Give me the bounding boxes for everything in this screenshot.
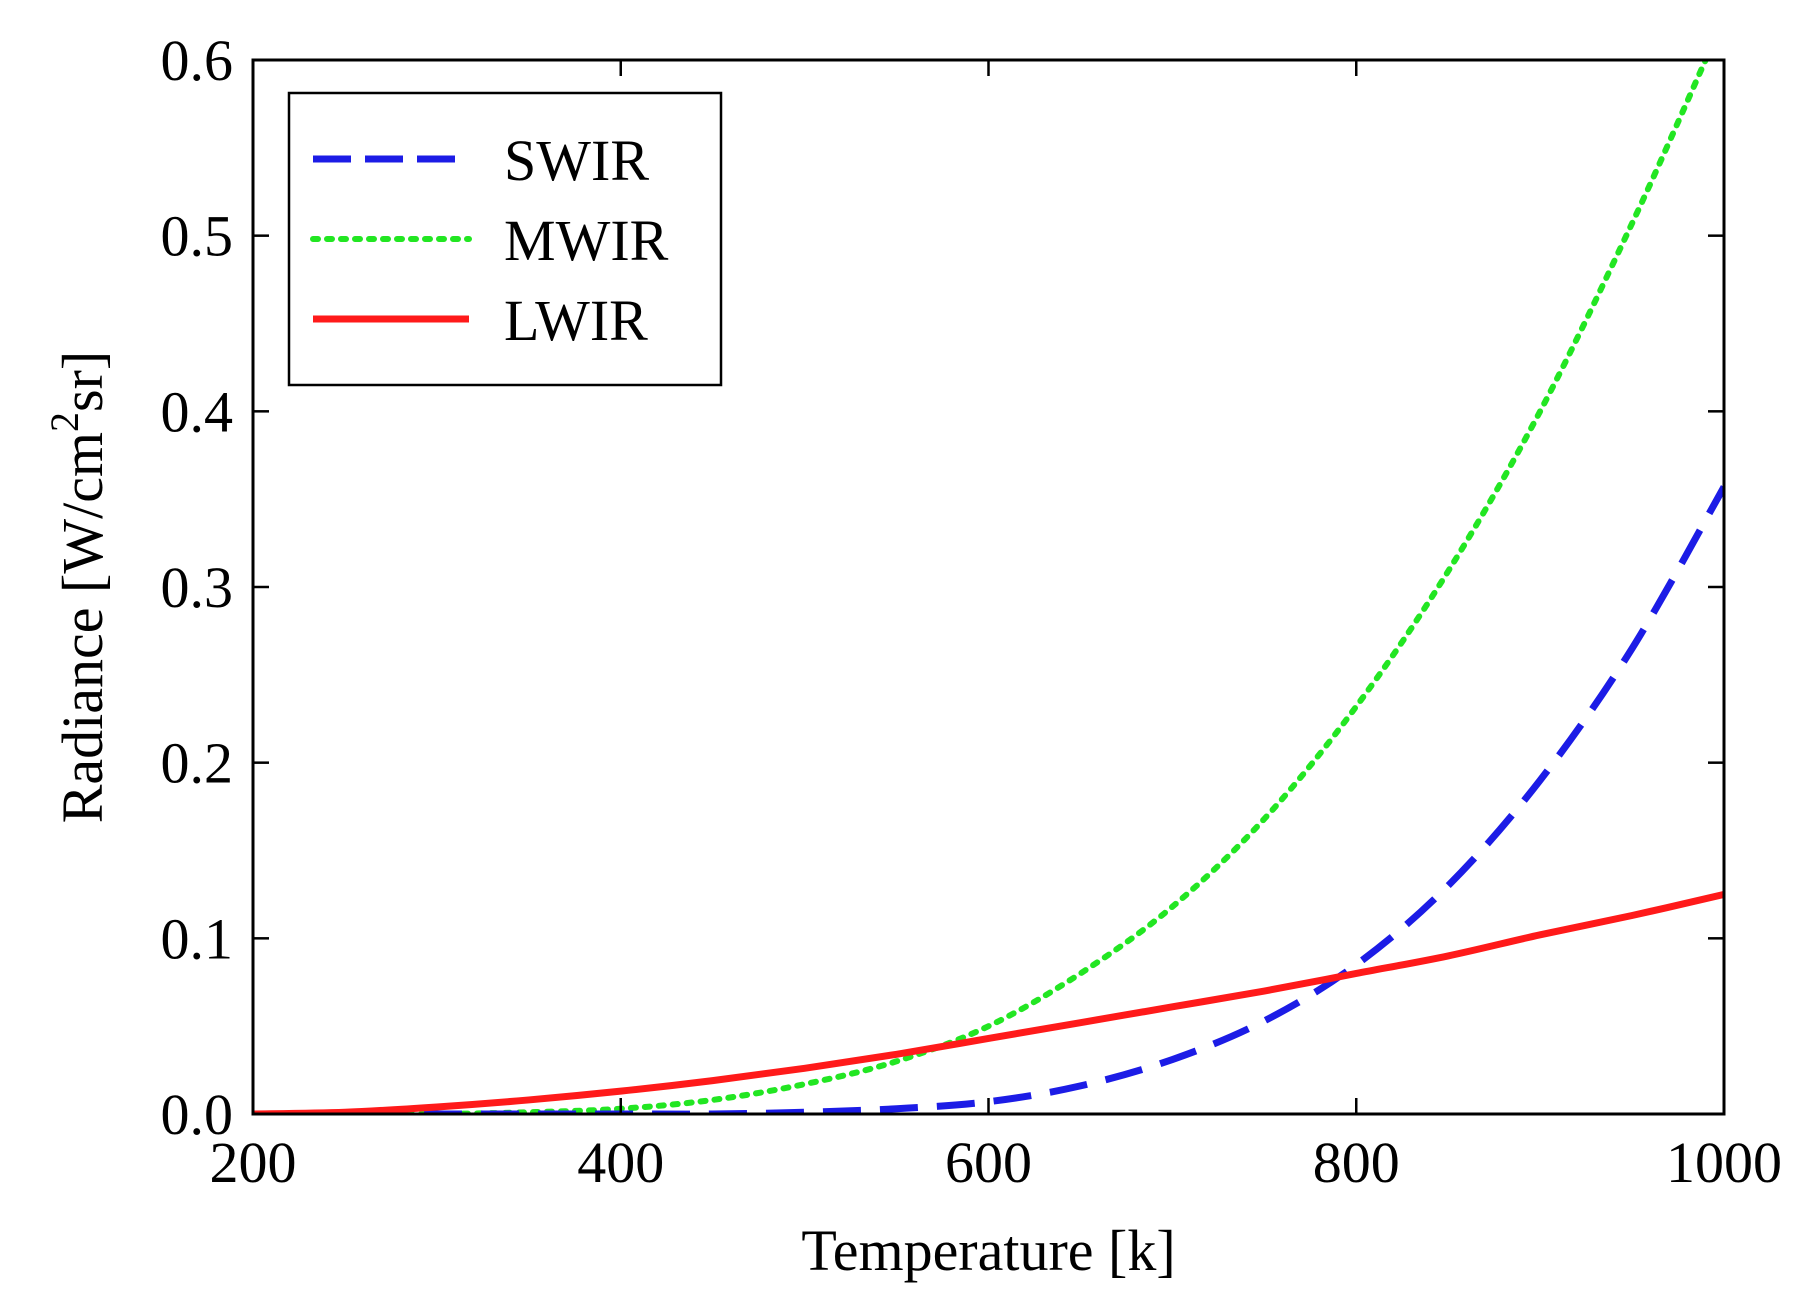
series-line-lwir — [253, 891, 1724, 1114]
series-layer — [253, 60, 1724, 1114]
y-axis-title: Radiance [W/cm2sr] — [42, 351, 115, 824]
y-axis-title-superscript: 2 — [42, 412, 87, 432]
legend-label-swir: SWIR — [504, 128, 649, 193]
y-tick-label-0-1: 0.1 — [161, 906, 234, 971]
ticks-layer: 200 400 600 800 1000 0.0 0.1 0.2 0.3 0.4 0.5 0.6 — [161, 28, 1783, 1195]
x-tick-label-400: 400 — [577, 1130, 664, 1195]
y-tick-label-0-6: 0.6 — [161, 28, 234, 93]
legend: SWIR MWIR LWIR — [287, 91, 723, 387]
x-tick-label-1000: 1000 — [1666, 1130, 1782, 1195]
x-tick-label-200: 200 — [210, 1130, 297, 1195]
y-tick-label-0-4: 0.4 — [161, 379, 234, 444]
x-tick-label-600: 600 — [945, 1130, 1032, 1195]
y-tick-label-0-3: 0.3 — [161, 555, 234, 620]
legend-label-lwir: LWIR — [504, 288, 648, 353]
series-line-swir — [253, 485, 1724, 1114]
y-tick-label-0-2: 0.2 — [161, 731, 234, 796]
y-axis-title-main: Radiance [W/cm — [50, 432, 115, 823]
x-axis-title: Temperature [k] — [801, 1218, 1175, 1283]
x-tick-label-800: 800 — [1313, 1130, 1400, 1195]
y-tick-label-0: 0.0 — [161, 1082, 234, 1147]
y-axis-title-tail: sr] — [50, 351, 115, 412]
legend-label-mwir: MWIR — [504, 208, 669, 273]
y-tick-label-0-5: 0.5 — [161, 204, 234, 269]
series-line-mwir — [253, 60, 1709, 1114]
